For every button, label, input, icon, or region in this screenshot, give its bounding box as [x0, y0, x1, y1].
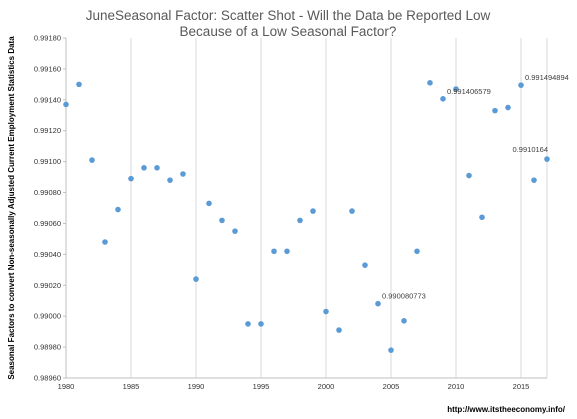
data-point — [414, 248, 420, 255]
y-tick-label: 0.99040 — [34, 250, 61, 259]
data-label: 0.990080773 — [382, 292, 426, 301]
y-tick-label: 0.99140 — [34, 95, 61, 104]
data-point — [479, 214, 485, 221]
gridlines — [65, 38, 548, 378]
data-point — [466, 172, 472, 179]
data-point — [297, 217, 303, 224]
data-point — [544, 156, 550, 162]
data-point — [206, 200, 212, 207]
x-tick-label: 2005 — [383, 382, 400, 391]
data-point — [362, 262, 368, 268]
y-tick-label: 0.99000 — [34, 312, 61, 321]
y-tick-label: 0.99020 — [34, 281, 61, 290]
y-tick-label: 0.98960 — [34, 374, 61, 383]
data-point — [141, 165, 147, 171]
data-point — [154, 165, 160, 171]
data-point — [505, 104, 511, 111]
data-point — [440, 95, 446, 102]
data-point — [245, 321, 251, 327]
data-point — [310, 208, 316, 214]
data-point — [271, 248, 277, 255]
x-tick-label: 1980 — [58, 382, 75, 391]
data-point — [258, 321, 264, 327]
y-tick-label: 0.99120 — [34, 126, 61, 135]
y-tick-label: 0.99160 — [34, 64, 61, 73]
y-tick-label: 0.99060 — [34, 219, 61, 228]
data-point — [76, 81, 82, 88]
data-point — [102, 239, 108, 245]
data-point — [375, 300, 381, 307]
x-tick-label: 1990 — [188, 382, 205, 391]
chart-title-line-1: JuneSeasonal Factor: Scatter Shot - Will… — [86, 8, 491, 23]
data-point — [336, 327, 342, 333]
x-tick-label: 1985 — [123, 382, 140, 391]
data-points — [63, 80, 550, 353]
data-label: 0.9910164 — [513, 145, 548, 154]
y-tick-label: 0.99100 — [34, 157, 61, 166]
data-point — [349, 208, 355, 214]
data-point — [518, 82, 524, 88]
x-tick-label: 2000 — [318, 382, 335, 391]
data-point — [89, 157, 95, 163]
data-point — [167, 177, 173, 183]
data-point — [401, 318, 407, 324]
x-tick-label: 1995 — [253, 382, 270, 391]
data-point — [323, 308, 329, 315]
data-point — [128, 175, 134, 182]
data-point — [388, 347, 394, 353]
y-tick-label: 0.98980 — [34, 343, 61, 352]
data-point — [232, 228, 238, 234]
data-point — [193, 276, 199, 282]
data-point — [115, 206, 121, 213]
data-point — [63, 101, 69, 108]
data-point — [492, 107, 498, 114]
y-tick-labels: 0.98960 0.98980 0.99000 0.99020 0.99040 0.990… — [34, 34, 61, 383]
x-tick-label: 2015 — [513, 382, 530, 391]
data-point — [180, 171, 186, 177]
data-point — [219, 217, 225, 224]
y-tick-label: 0.99080 — [34, 188, 61, 197]
y-tick-label: 0.99180 — [34, 34, 61, 43]
data-label: 0.991494894 — [525, 73, 569, 82]
data-point — [284, 248, 290, 255]
chart-title-line-2: Because of a Low Seasonal Factor? — [180, 24, 397, 39]
data-point — [453, 86, 459, 92]
x-tick-labels: 1980 1985 1990 1995 2000 2005 2010 2015 — [58, 382, 530, 391]
data-point — [427, 80, 433, 86]
source-url: http://www.itstheeconomy.info/ — [447, 405, 566, 414]
data-point — [531, 177, 537, 183]
y-axis-title: Seasonal Factors to convert Non-seasonal… — [7, 36, 16, 380]
axes — [63, 37, 547, 379]
data-label: 0.991406579 — [447, 87, 491, 96]
data-labels: 0.990080773 0.991406579 0.991494894 0.99101… — [382, 73, 569, 301]
x-tick-label: 2010 — [448, 382, 465, 391]
